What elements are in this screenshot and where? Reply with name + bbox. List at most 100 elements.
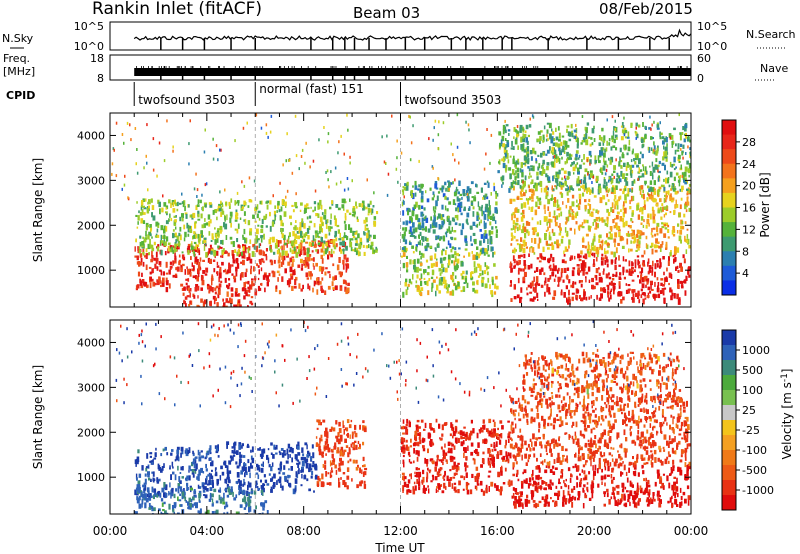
heatmap-cell	[143, 238, 147, 243]
heatmap-cell	[435, 290, 437, 297]
heatmap-cell	[448, 220, 452, 226]
heatmap-cell	[197, 295, 199, 299]
heatmap-cell	[353, 443, 355, 448]
heatmap-cell	[453, 230, 457, 233]
heatmap-cell	[466, 196, 470, 202]
heatmap-cell	[187, 233, 190, 237]
heatmap-cell	[646, 280, 649, 285]
heatmap-cell	[491, 246, 494, 251]
heatmap-cell	[329, 428, 333, 432]
heatmap-cell	[256, 238, 259, 243]
heatmap-cell	[297, 249, 300, 254]
heatmap-cell	[142, 205, 145, 208]
heatmap-cell	[312, 461, 315, 465]
heatmap-cell	[263, 274, 267, 278]
heatmap-cell	[187, 450, 190, 455]
noise-left-tick-top: 10^5	[74, 20, 104, 33]
heatmap-cell	[227, 465, 229, 472]
heatmap-cell	[639, 175, 642, 178]
heatmap-cell	[456, 263, 459, 266]
heatmap-cell	[624, 185, 627, 189]
heatmap-cell	[498, 161, 500, 164]
heatmap-cell	[606, 216, 609, 222]
heatmap-cell	[558, 207, 562, 211]
heatmap-cell	[613, 290, 615, 295]
heatmap-cell	[583, 188, 586, 192]
heatmap-cell	[544, 235, 547, 241]
heatmap-cell	[402, 221, 405, 225]
heatmap-cell	[476, 215, 479, 221]
heatmap-cell	[582, 184, 585, 190]
heatmap-cell	[141, 272, 143, 277]
heatmap-cell	[573, 172, 575, 175]
heatmap-cell	[325, 445, 328, 450]
heatmap-cell	[320, 434, 323, 439]
heatmap-cell	[477, 442, 480, 448]
heatmap-cell	[294, 233, 298, 239]
heatmap-cell	[630, 195, 633, 202]
heatmap-cell	[531, 280, 534, 286]
heatmap-cell	[579, 198, 582, 205]
heatmap-cell	[673, 253, 676, 257]
heatmap-cell	[509, 173, 512, 180]
heatmap-cell	[362, 420, 365, 424]
heatmap-cell	[651, 187, 654, 192]
heatmap-cell	[625, 173, 629, 176]
heatmap-cell	[327, 472, 330, 475]
heatmap-cell	[639, 151, 642, 155]
heatmap-cell	[671, 230, 674, 235]
heatmap-cell	[440, 276, 443, 282]
heatmap-cell	[449, 469, 452, 472]
heatmap-cell	[140, 492, 143, 498]
heatmap-cell	[568, 153, 571, 158]
heatmap-cell	[224, 305, 228, 307]
heatmap-cell	[318, 281, 322, 285]
heatmap-cell	[199, 451, 201, 457]
heatmap-cell	[231, 264, 234, 267]
heatmap-cell	[168, 283, 171, 289]
heatmap-cell	[686, 228, 689, 231]
heatmap-cell	[438, 473, 442, 476]
heatmap-cell	[657, 169, 659, 173]
heatmap-cell	[365, 227, 369, 231]
heatmap-cell	[478, 206, 481, 211]
heatmap-cell	[244, 272, 247, 277]
heatmap-cell	[552, 296, 556, 300]
heatmap-cell	[556, 199, 559, 206]
heatmap-cell	[648, 193, 650, 197]
heatmap-cell	[190, 288, 192, 292]
heatmap-cell	[556, 174, 560, 179]
heatmap-cell	[406, 185, 409, 191]
heatmap-cell	[127, 196, 129, 200]
heatmap-cell	[472, 221, 476, 226]
heatmap-cell	[664, 199, 667, 203]
heatmap-cell	[545, 195, 548, 200]
heatmap-cell	[216, 208, 220, 212]
heatmap-cell	[205, 252, 208, 258]
heatmap-cell	[484, 222, 487, 229]
heatmap-cell	[510, 280, 512, 284]
heatmap-cell	[335, 237, 338, 242]
heatmap-cell	[366, 236, 369, 243]
heatmap-cell	[281, 199, 285, 205]
heatmap-cell	[228, 479, 231, 484]
heatmap-cell	[261, 260, 264, 263]
heatmap-cell	[520, 212, 523, 215]
heatmap-cell	[136, 261, 139, 265]
heatmap-cell	[248, 492, 250, 499]
heatmap-cell	[327, 140, 329, 144]
heatmap-cell	[419, 239, 421, 246]
heatmap-cell	[641, 175, 645, 178]
heatmap-cell	[634, 234, 636, 239]
heatmap-cell	[185, 213, 188, 219]
heatmap-cell	[561, 167, 564, 171]
heatmap-cell	[260, 126, 263, 130]
heatmap-cell	[270, 489, 273, 493]
heatmap-cell	[455, 207, 458, 212]
heatmap-cell	[676, 293, 679, 300]
heatmap-cell	[551, 268, 555, 271]
heatmap-cell	[330, 253, 333, 258]
heatmap-cell	[410, 281, 413, 285]
heatmap-cell	[160, 270, 163, 276]
heatmap-cell	[478, 221, 481, 226]
